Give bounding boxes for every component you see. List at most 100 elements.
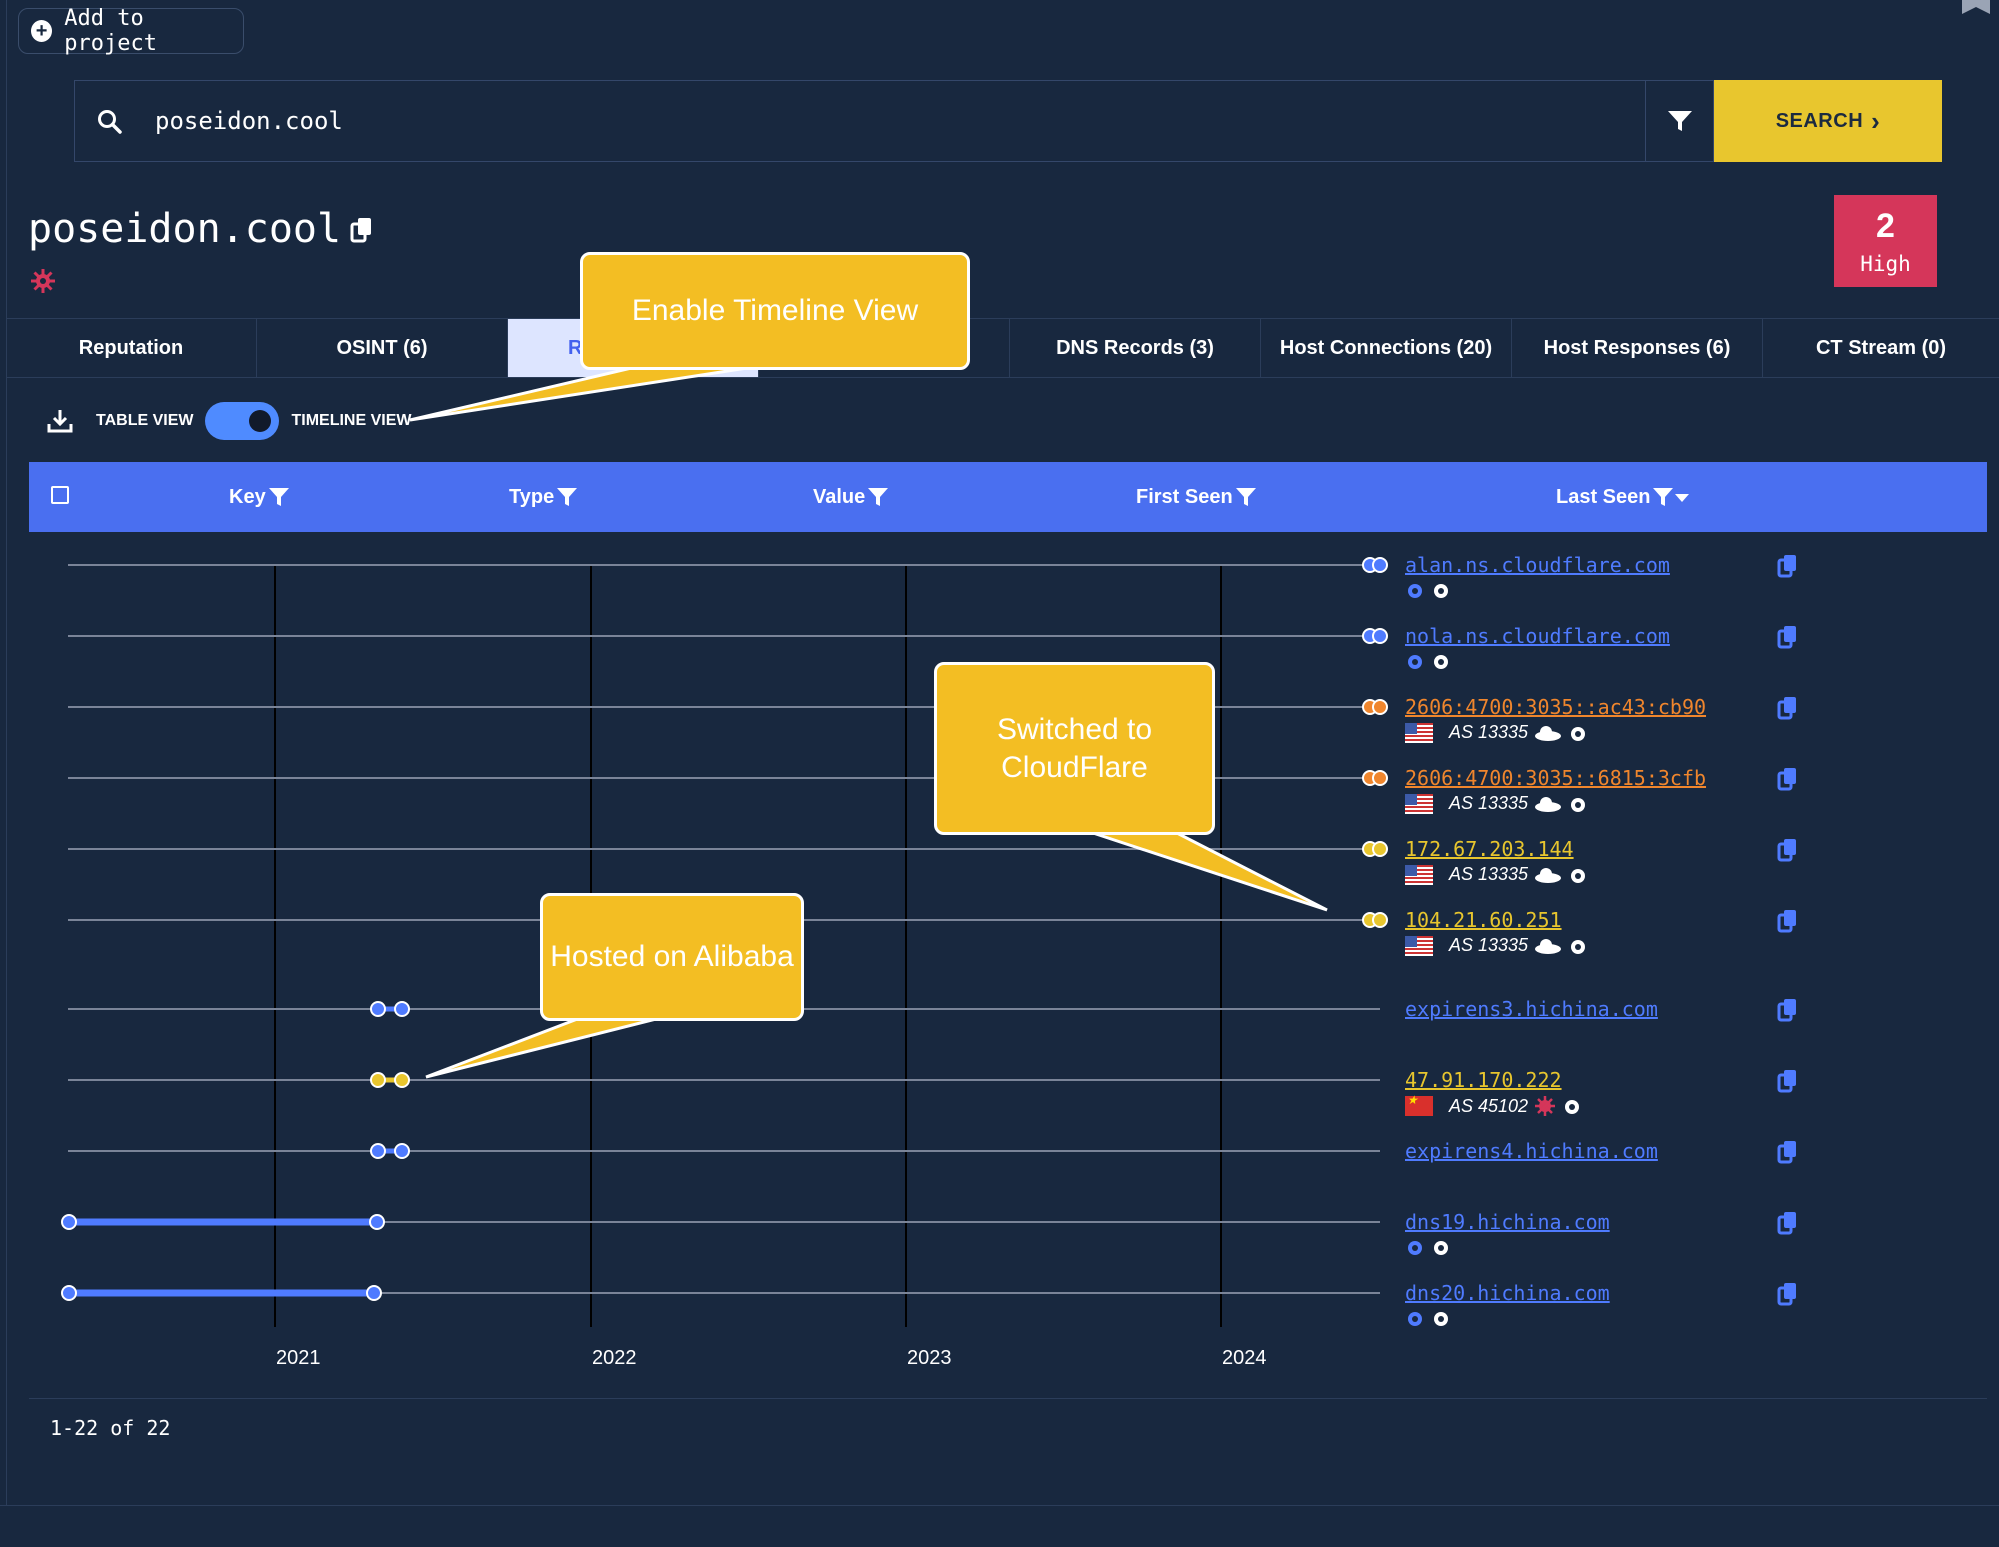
tab-osint[interactable]: OSINT (6) <box>257 319 508 377</box>
row-value-link[interactable]: dns19.hichina.com <box>1405 1210 1610 1234</box>
filter-icon[interactable] <box>266 486 290 508</box>
filter-icon[interactable] <box>865 486 889 508</box>
marker[interactable] <box>1362 841 1388 857</box>
row-value-link[interactable]: 2606:4700:3035::6815:3cfb <box>1405 766 1707 790</box>
copy-icon[interactable] <box>1777 1068 1799 1094</box>
row-tags <box>1405 1308 1451 1328</box>
table-header: Key Type Value First Seen Last Seen <box>29 462 1987 532</box>
risk-badge: 2 High <box>1834 195 1937 287</box>
us-flag-icon <box>1405 793 1433 814</box>
view-switcher: TABLE VIEW TIMELINE VIEW <box>46 400 411 442</box>
page-title: poseidon.cool <box>28 206 341 252</box>
callout-pointer <box>1089 830 1328 912</box>
row-value-link[interactable]: nola.ns.cloudflare.com <box>1405 624 1670 648</box>
filter-icon[interactable] <box>554 486 578 508</box>
marker[interactable] <box>370 1143 410 1159</box>
year-label: 2022 <box>592 1347 637 1369</box>
plus-icon: + <box>31 20 53 42</box>
marker[interactable] <box>1362 770 1388 786</box>
column-type-label: Type <box>509 485 555 508</box>
search-button[interactable]: SEARCH › <box>1714 80 1942 162</box>
add-to-project-button[interactable]: + Add to project <box>18 6 244 56</box>
asn-label: AS 13335 <box>1449 793 1529 813</box>
copy-icon[interactable] <box>1777 766 1799 792</box>
copy-icon[interactable] <box>1777 1210 1799 1236</box>
row-tags <box>1405 1237 1451 1257</box>
row-tags: AS 13335 <box>1405 864 1588 885</box>
fire-icon <box>1571 939 1586 954</box>
row-value-link[interactable]: 47.91.170.222 <box>1405 1068 1562 1092</box>
marker[interactable] <box>61 1214 385 1230</box>
marker[interactable] <box>370 1001 410 1017</box>
column-key[interactable]: Key <box>229 462 290 532</box>
cloud-icon <box>1535 725 1562 741</box>
copy-icon[interactable] <box>350 216 374 244</box>
column-type[interactable]: Type <box>509 462 578 532</box>
row-value-link[interactable]: 2606:4700:3035::ac43:cb90 <box>1405 695 1707 719</box>
copy-icon[interactable] <box>1777 553 1799 579</box>
callout-cloudflare: Switched to CloudFlare <box>934 662 1215 835</box>
filter-button[interactable] <box>1646 80 1714 162</box>
download-icon[interactable] <box>46 407 74 435</box>
select-all-checkbox[interactable] <box>51 486 69 504</box>
callout-pointer <box>409 364 761 422</box>
column-value-label: Value <box>813 485 866 508</box>
copy-icon[interactable] <box>1777 624 1799 650</box>
cn-flag-icon <box>1405 1093 1433 1116</box>
copy-icon[interactable] <box>1777 997 1799 1023</box>
column-first-seen-label: First Seen <box>1136 485 1233 508</box>
fire-icon <box>1434 655 1448 669</box>
year-label: 2021 <box>276 1347 321 1369</box>
us-flag-icon <box>1405 864 1433 885</box>
copy-icon[interactable] <box>1777 837 1799 863</box>
marker[interactable] <box>61 1285 382 1301</box>
malware-icon <box>31 269 55 293</box>
copy-icon[interactable] <box>1777 1139 1799 1165</box>
timeline-toggle[interactable] <box>205 402 280 440</box>
tab-ct-stream[interactable]: CT Stream (0) <box>1815 336 1947 359</box>
row-value-link[interactable]: 172.67.203.144 <box>1405 837 1574 861</box>
fire-icon <box>1571 797 1586 812</box>
row-value-link[interactable]: expirens4.hichina.com <box>1405 1139 1658 1163</box>
asn-label: AS 13335 <box>1449 864 1529 884</box>
marker[interactable] <box>1362 557 1388 573</box>
row-value-link[interactable]: dns20.hichina.com <box>1405 1281 1610 1305</box>
bookmark-icon[interactable] <box>1962 0 1990 14</box>
marker[interactable] <box>370 1072 410 1088</box>
column-value[interactable]: Value <box>813 462 889 532</box>
copy-icon[interactable] <box>1777 908 1799 934</box>
fire-icon <box>1565 1100 1580 1114</box>
row-tags: AS 13335 <box>1405 722 1588 743</box>
search-input[interactable]: poseidon.cool <box>74 80 1646 162</box>
column-first-seen[interactable]: First Seen <box>1136 462 1257 532</box>
fire-icon <box>1408 1312 1422 1326</box>
fire-icon <box>1434 1241 1448 1255</box>
year-axis: 2021 2022 2023 2024 <box>276 1347 1267 1369</box>
row-value-link[interactable]: expirens3.hichina.com <box>1405 997 1658 1021</box>
callout-timeline-view: Enable Timeline View <box>580 252 970 370</box>
tab-host-responses[interactable]: Host Responses (6) <box>1512 319 1763 377</box>
column-last-seen-label: Last Seen <box>1556 485 1651 508</box>
marker[interactable] <box>1362 912 1388 928</box>
marker[interactable] <box>1362 628 1388 644</box>
column-last-seen[interactable]: Last Seen <box>1556 462 1690 532</box>
pagination-label: 1-22 of 22 <box>50 1416 171 1440</box>
marker[interactable] <box>1362 699 1388 715</box>
tab-dns-records[interactable]: DNS Records (3) <box>1010 319 1261 377</box>
filter-icon[interactable] <box>1650 486 1674 508</box>
sort-desc-icon[interactable] <box>1674 491 1690 503</box>
tab-reputation[interactable]: Reputation <box>6 319 257 377</box>
row-value-link[interactable]: alan.ns.cloudflare.com <box>1405 553 1670 577</box>
tab-hidden[interactable] <box>759 319 1010 377</box>
copy-icon[interactable] <box>1777 1281 1799 1307</box>
filter-icon[interactable] <box>1233 486 1257 508</box>
row-value-link[interactable]: 104.21.60.251 <box>1405 908 1562 932</box>
us-flag-icon <box>1405 722 1433 743</box>
copy-icon[interactable] <box>1777 695 1799 721</box>
domain-title: poseidon.cool <box>28 206 342 252</box>
add-to-project-label: Add to project <box>64 6 157 56</box>
us-flag-icon <box>1405 935 1433 956</box>
fire-icon <box>1434 1312 1448 1326</box>
tab-host-connections[interactable]: Host Connections (20) <box>1261 319 1512 377</box>
